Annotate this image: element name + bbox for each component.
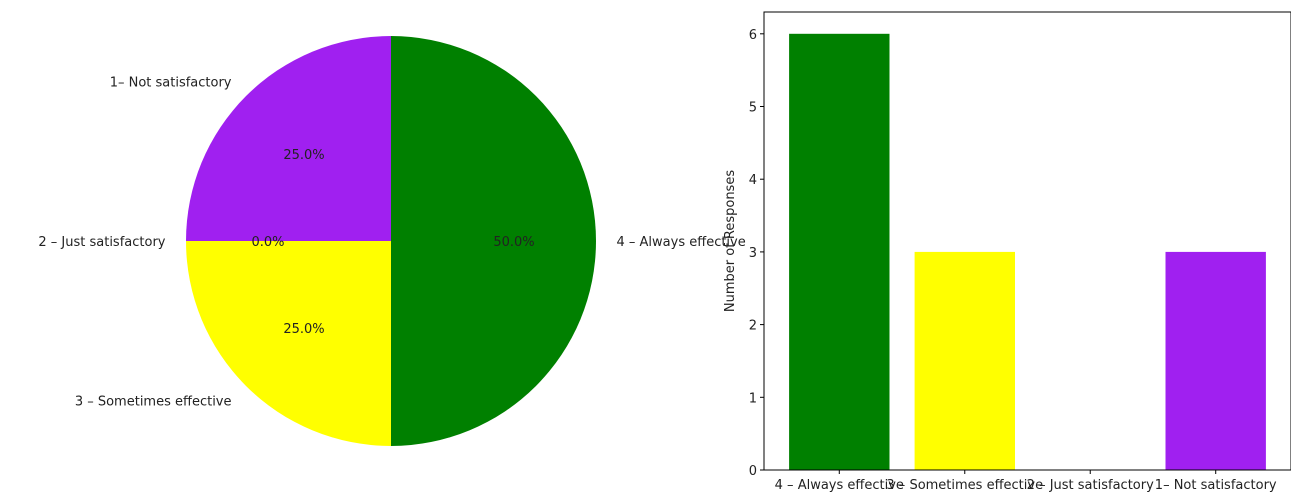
y-tick-label: 6	[749, 28, 757, 43]
x-tick-label: 3 – Sometimes effective	[886, 478, 1043, 493]
x-tick-label: 4 – Always effective	[775, 478, 904, 493]
pie-percent-label: 0.0%	[251, 235, 284, 250]
bar-3-sometimes-effective	[914, 251, 1015, 470]
pie-slice-4-always-effective	[391, 36, 596, 446]
pie-label-2-just-satisfactory: 2 – Just satisfactory	[38, 235, 165, 250]
pie-label-1-not-satisfactory: 1– Not satisfactory	[110, 76, 232, 91]
bar-plot-frame	[763, 11, 1291, 471]
bar-4-always-effective	[789, 33, 890, 471]
y-tick-label: 4	[749, 173, 757, 188]
pie-slice-3-sometimes-effective	[186, 241, 391, 446]
pie-percent-label: 50.0%	[493, 235, 534, 250]
y-tick-label: 1	[749, 391, 757, 406]
x-tick-label: 2 – Just satisfactory	[1027, 478, 1154, 493]
pie-chart: 25.0% 0.0% 25.0% 50.0% 1– Not satisfactory 2…	[38, 36, 746, 446]
x-tick-label: 1– Not satisfactory	[1155, 478, 1277, 493]
pie-slice-1-not-satisfactory	[186, 36, 391, 241]
pie-percent-label: 25.0%	[283, 148, 324, 163]
bar-1-not-satisfactory	[1165, 251, 1266, 470]
y-axis-label: Number of Responses	[723, 170, 738, 312]
y-tick-label: 5	[749, 101, 757, 116]
pie-label-4-always-effective: 4 – Always effective	[617, 235, 746, 250]
pie-percent-label: 25.0%	[283, 322, 324, 337]
y-tick-label: 2	[749, 319, 757, 334]
y-tick-label: 3	[749, 246, 757, 261]
y-tick-label: 0	[749, 464, 757, 479]
pie-label-3-sometimes-effective: 3 – Sometimes effective	[75, 395, 232, 410]
